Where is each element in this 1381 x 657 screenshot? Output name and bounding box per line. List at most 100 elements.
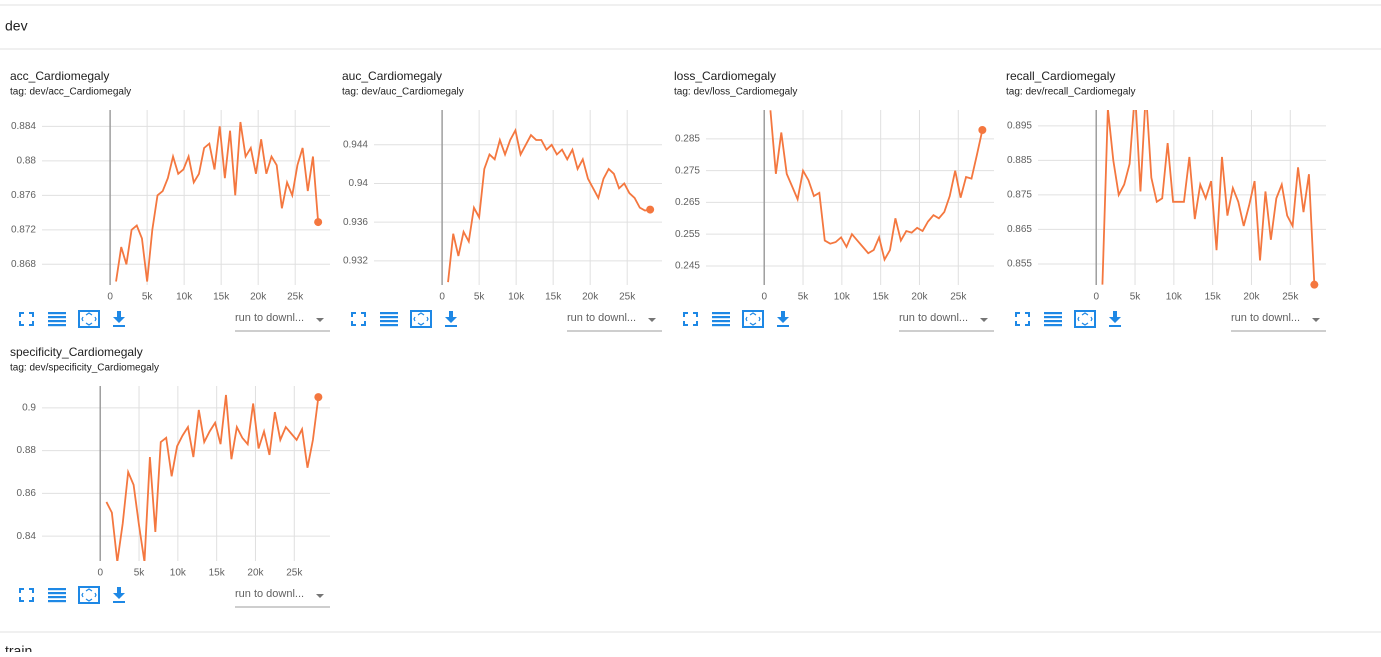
chart-subtitle: tag: dev/recall_Cardiomegaly (1006, 87, 1136, 98)
icon (712, 316, 730, 319)
dropdown-label: run to downl... (1231, 312, 1300, 324)
icon (1109, 311, 1121, 327)
fullscreen-button[interactable] (351, 312, 366, 326)
icon (380, 324, 398, 327)
data-table-button[interactable] (48, 312, 66, 327)
x-tick-label: 25k (287, 292, 304, 303)
last-point (978, 126, 987, 135)
x-tick-label: 5k (142, 292, 154, 303)
run-dropdown[interactable]: run to downl... (1231, 312, 1326, 332)
x-tick-label: 10k (508, 292, 525, 303)
x-tick-label: 25k (950, 292, 967, 303)
section-title[interactable]: dev (5, 18, 28, 34)
chart-title: recall_Cardiomegaly (1006, 69, 1115, 83)
fit-domain-button[interactable] (742, 310, 764, 328)
x-tick-label: 25k (619, 292, 636, 303)
y-tick-label: 0.875 (1007, 190, 1032, 201)
y-tick-label: 0.876 (11, 190, 36, 201)
fullscreen-button[interactable] (683, 312, 698, 326)
chart-title: auc_Cardiomegaly (342, 69, 442, 83)
y-tick-label: 0.932 (343, 255, 368, 266)
dropdown-label: run to downl... (899, 312, 968, 324)
y-tick-label: 0.868 (11, 259, 36, 270)
download-button[interactable] (113, 587, 125, 603)
dropdown-arrow (316, 594, 324, 598)
icon (1044, 316, 1062, 319)
data-table-button[interactable] (712, 312, 730, 327)
y-tick-label: 0.86 (17, 488, 37, 499)
icon (380, 320, 398, 323)
icon (380, 312, 398, 315)
data-table-button[interactable] (48, 588, 66, 603)
icon (1044, 324, 1062, 327)
y-tick-label: 0.88 (17, 156, 37, 167)
y-tick-label: 0.865 (1007, 224, 1032, 235)
x-tick-label: 10k (170, 568, 187, 579)
download-button[interactable] (113, 311, 125, 327)
x-tick-label: 25k (286, 568, 303, 579)
download-button[interactable] (777, 311, 789, 327)
fullscreen-button[interactable] (19, 588, 34, 602)
last-point (314, 393, 323, 402)
x-tick-label: 0 (1093, 292, 1099, 303)
icon (1044, 320, 1062, 323)
toolbar (351, 310, 457, 328)
y-tick-label: 0.944 (343, 139, 368, 150)
icon (48, 324, 66, 327)
run-dropdown[interactable]: run to downl... (899, 312, 994, 332)
icon (78, 310, 100, 328)
icon (413, 312, 429, 326)
dropdown-arrow (648, 318, 656, 322)
icon (113, 587, 125, 603)
fit-domain-button[interactable] (1074, 310, 1096, 328)
x-tick-label: 5k (798, 292, 810, 303)
fullscreen-button[interactable] (19, 312, 34, 326)
x-tick-label: 10k (834, 292, 851, 303)
icon (445, 311, 457, 327)
icon (683, 312, 698, 326)
x-tick-label: 25k (1282, 292, 1299, 303)
download-button[interactable] (1109, 311, 1121, 327)
y-tick-label: 0.855 (1007, 259, 1032, 270)
icon (1077, 312, 1093, 326)
icon (777, 311, 789, 327)
download-button[interactable] (445, 311, 457, 327)
icon (745, 312, 761, 326)
dropdown-label: run to downl... (235, 312, 304, 324)
x-tick-label: 20k (911, 292, 928, 303)
run-dropdown[interactable]: run to downl... (235, 312, 330, 332)
x-tick-label: 20k (1243, 292, 1260, 303)
section-title[interactable]: train (5, 643, 32, 657)
fullscreen-button[interactable] (1015, 312, 1030, 326)
fit-domain-button[interactable] (78, 310, 100, 328)
data-line (769, 110, 984, 262)
x-tick-label: 5k (134, 568, 146, 579)
fit-domain-button[interactable] (78, 586, 100, 604)
run-dropdown[interactable]: run to downl... (235, 588, 330, 608)
x-tick-label: 5k (474, 292, 486, 303)
data-table-button[interactable] (1044, 312, 1062, 327)
data-line (115, 121, 320, 282)
x-tick-label: 20k (247, 568, 264, 579)
icon (19, 312, 34, 326)
dropdown-label: run to downl... (235, 588, 304, 600)
icon (742, 310, 764, 328)
y-tick-label: 0.884 (11, 121, 36, 132)
chart-subtitle: tag: dev/loss_Cardiomegaly (674, 87, 797, 98)
icon (48, 312, 66, 315)
chart-title: loss_Cardiomegaly (674, 69, 776, 83)
y-tick-label: 0.94 (349, 178, 369, 189)
toolbar (19, 586, 125, 604)
x-tick-label: 15k (1205, 292, 1222, 303)
last-point (314, 218, 323, 227)
x-tick-label: 10k (1166, 292, 1183, 303)
icon (48, 588, 66, 591)
toolbar (19, 310, 125, 328)
run-dropdown[interactable]: run to downl... (567, 312, 662, 332)
data-line (1101, 110, 1316, 285)
x-tick-label: 20k (582, 292, 599, 303)
icon (78, 586, 100, 604)
fit-domain-button[interactable] (410, 310, 432, 328)
data-table-button[interactable] (380, 312, 398, 327)
